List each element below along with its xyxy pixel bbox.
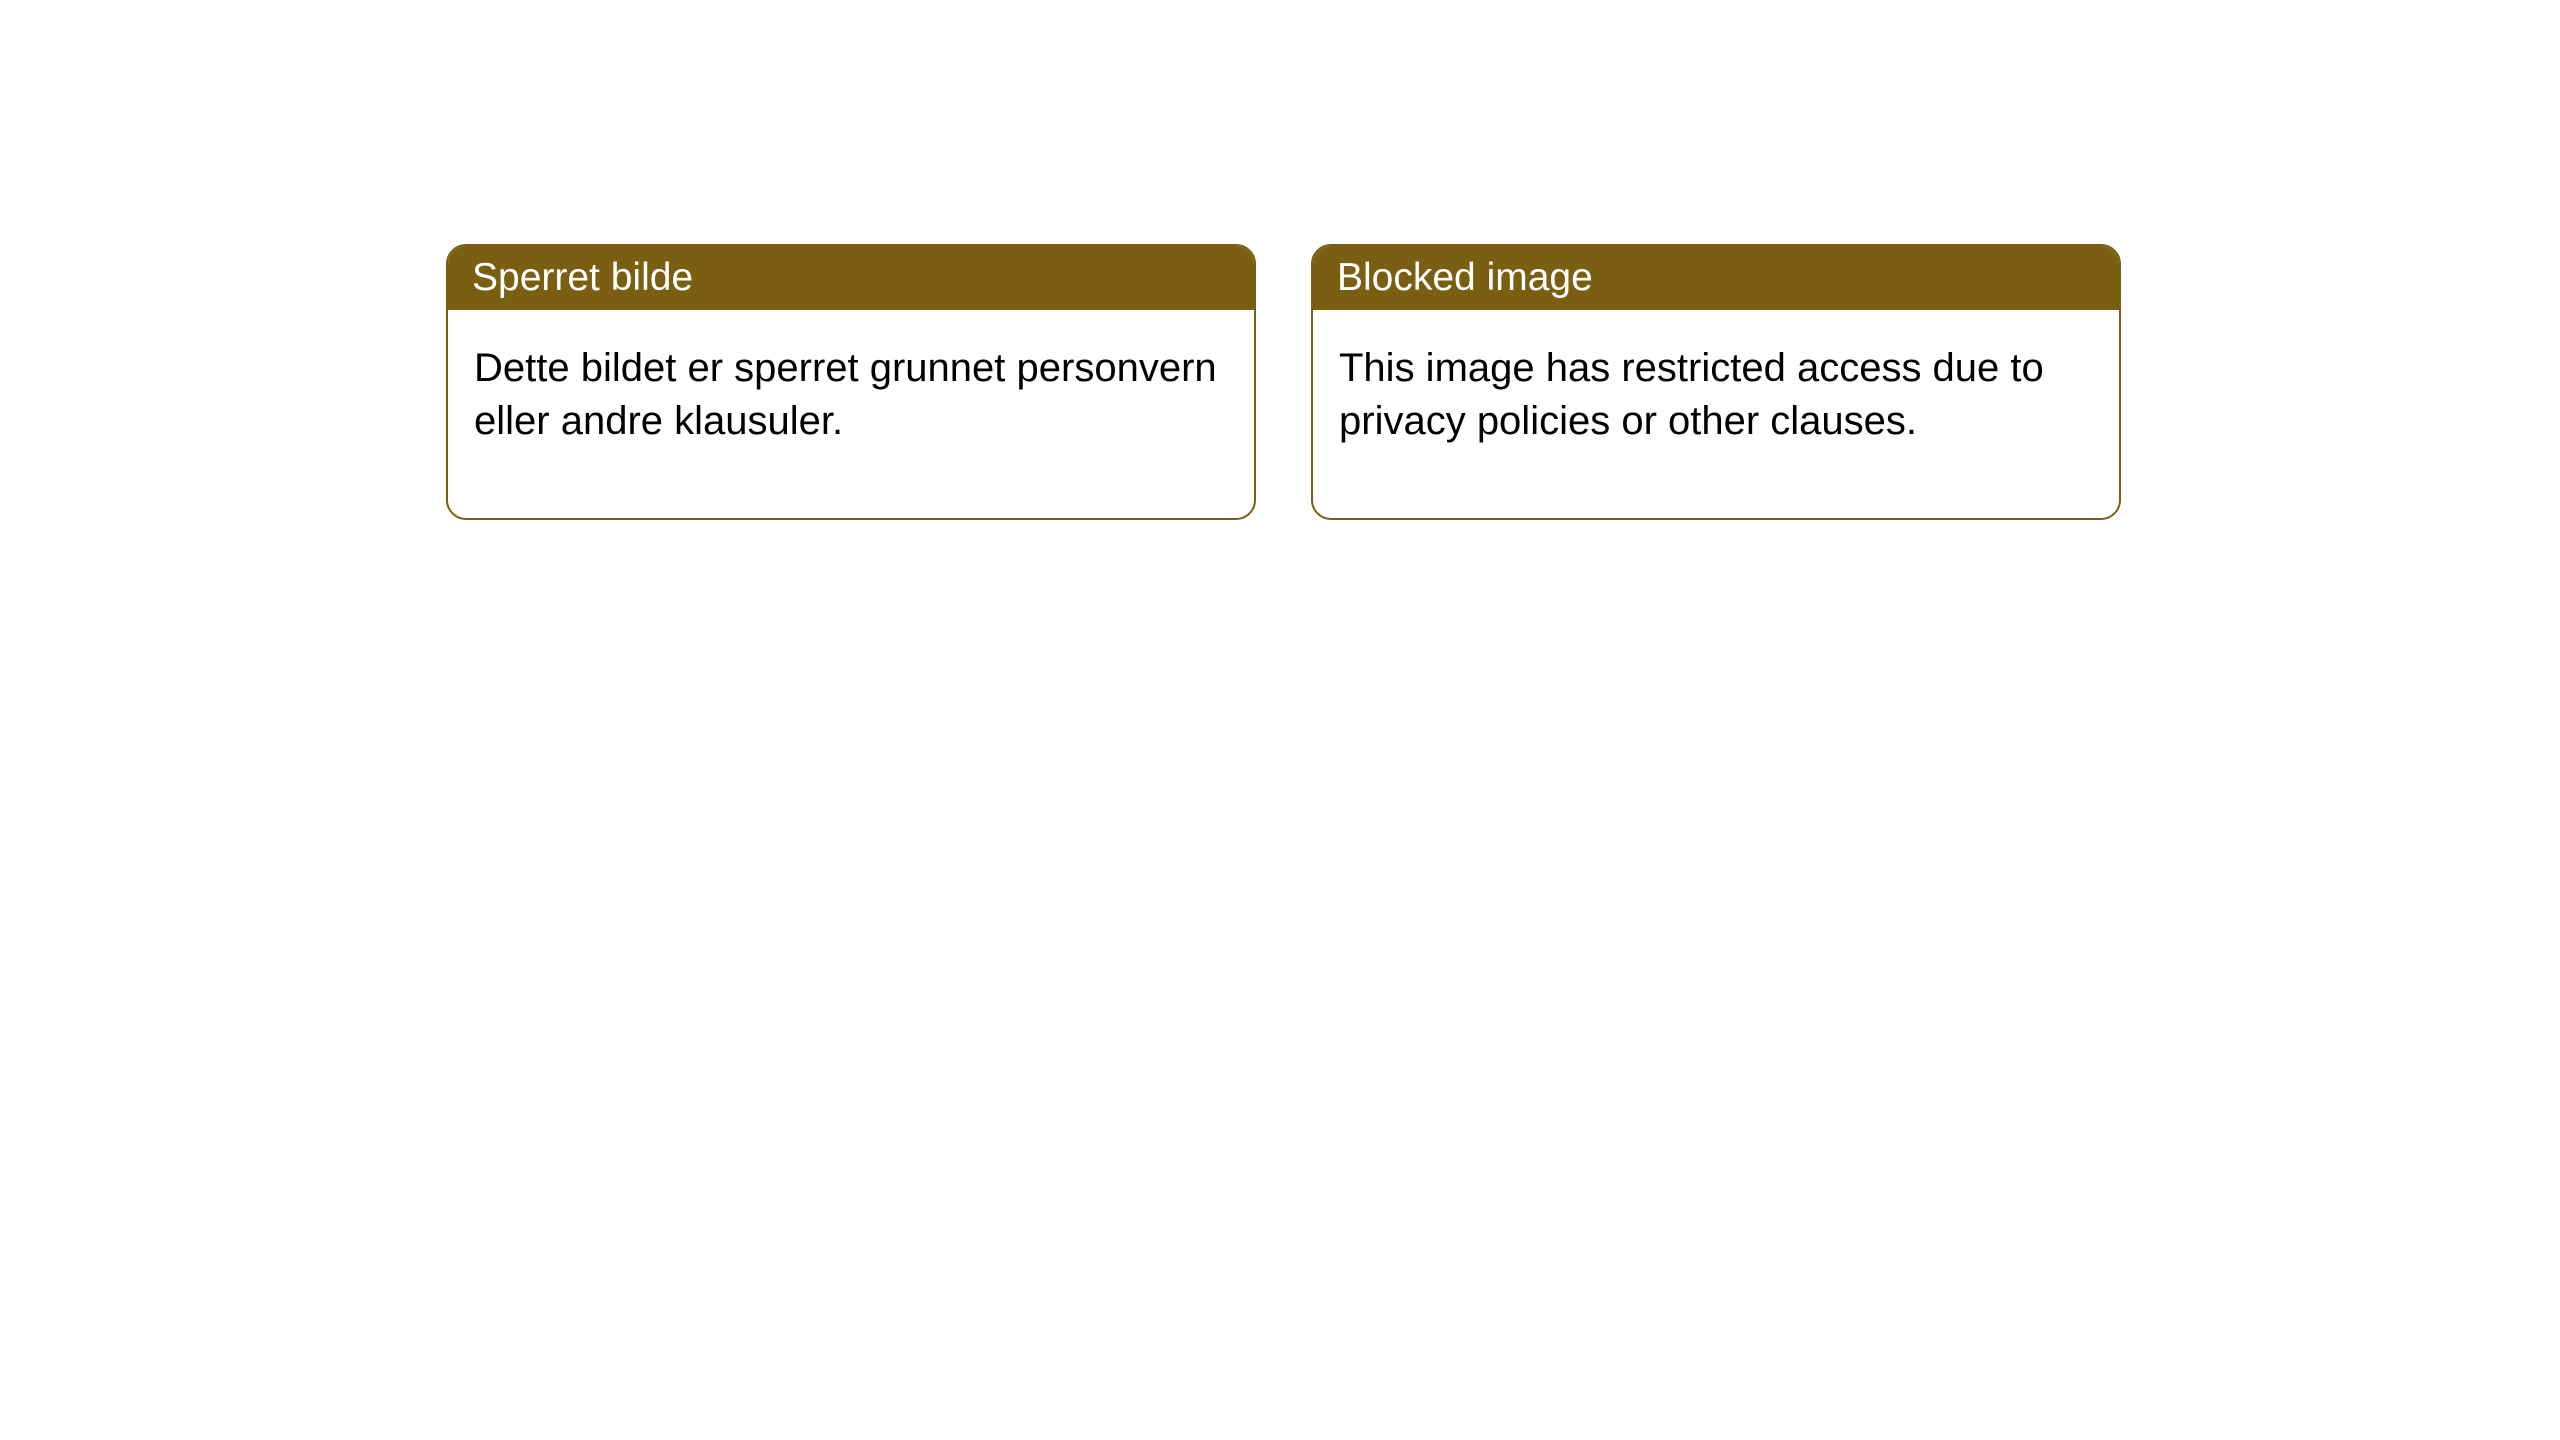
notice-card-no: Sperret bilde Dette bildet er sperret gr… [446,244,1256,520]
notice-card-body-no: Dette bildet er sperret grunnet personve… [448,310,1254,518]
notice-card-title-no: Sperret bilde [448,246,1254,310]
notice-container: Sperret bilde Dette bildet er sperret gr… [0,0,2560,520]
notice-card-en: Blocked image This image has restricted … [1311,244,2121,520]
notice-card-title-en: Blocked image [1313,246,2119,310]
notice-card-body-en: This image has restricted access due to … [1313,310,2119,518]
